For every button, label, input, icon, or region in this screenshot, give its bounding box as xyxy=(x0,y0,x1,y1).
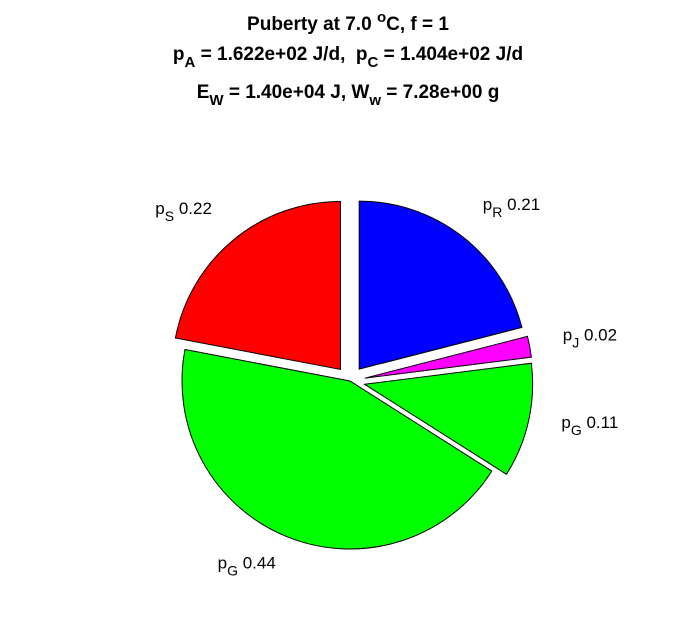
chart-title: pA = 1.622e+02 J/d, pC = 1.404e+02 J/d xyxy=(173,44,523,71)
label-name: p xyxy=(218,553,227,572)
title-superscript: o xyxy=(377,9,386,26)
title-text: C, f = 1 xyxy=(386,14,449,35)
pie-slice xyxy=(174,200,341,371)
label-value: 0.22 xyxy=(179,199,212,218)
title-subscript: A xyxy=(185,54,196,71)
slice-label: pS 0.22 xyxy=(155,199,212,224)
title-text: p xyxy=(173,44,185,65)
chart-title: Puberty at 7.0 oC, f = 1 xyxy=(247,9,449,35)
title-text: = 1.404e+02 J/d xyxy=(378,44,523,65)
title-text: Puberty at 7.0 xyxy=(247,14,377,35)
chart-title: EW = 1.40e+04 J, Ww = 7.28e+00 g xyxy=(197,82,500,109)
title-text: = 7.28e+00 g xyxy=(381,82,499,103)
title-subscript: W xyxy=(209,92,224,109)
label-value: 0.44 xyxy=(243,553,276,572)
label-name: p xyxy=(563,325,572,344)
label-name: p xyxy=(561,413,570,432)
label-subscript: S xyxy=(165,208,174,224)
label-subscript: R xyxy=(492,204,502,220)
pie-slice xyxy=(364,335,532,379)
slice-label: pG 0.11 xyxy=(561,413,618,438)
label-subscript: J xyxy=(572,334,579,350)
label-value: 0.02 xyxy=(584,325,617,344)
title-text: = 1.40e+04 J, W xyxy=(224,82,370,103)
slice-label: pR 0.21 xyxy=(483,195,540,220)
label-subscript: G xyxy=(227,562,238,578)
slice-label: pG 0.44 xyxy=(218,553,276,578)
pie-slice xyxy=(181,348,493,550)
slice-label: pJ 0.02 xyxy=(563,325,617,350)
label-name: p xyxy=(483,195,492,214)
label-name: p xyxy=(155,199,164,218)
title-subscript: C xyxy=(368,54,379,71)
label-value: 0.11 xyxy=(586,413,618,432)
title-subscript: w xyxy=(368,92,381,109)
pie-slice xyxy=(363,362,534,475)
title-text: = 1.622e+02 J/d, p xyxy=(195,44,367,65)
pie-slice xyxy=(358,200,523,370)
label-value: 0.21 xyxy=(507,195,540,214)
label-subscript: G xyxy=(571,422,582,438)
title-text: E xyxy=(197,82,210,103)
